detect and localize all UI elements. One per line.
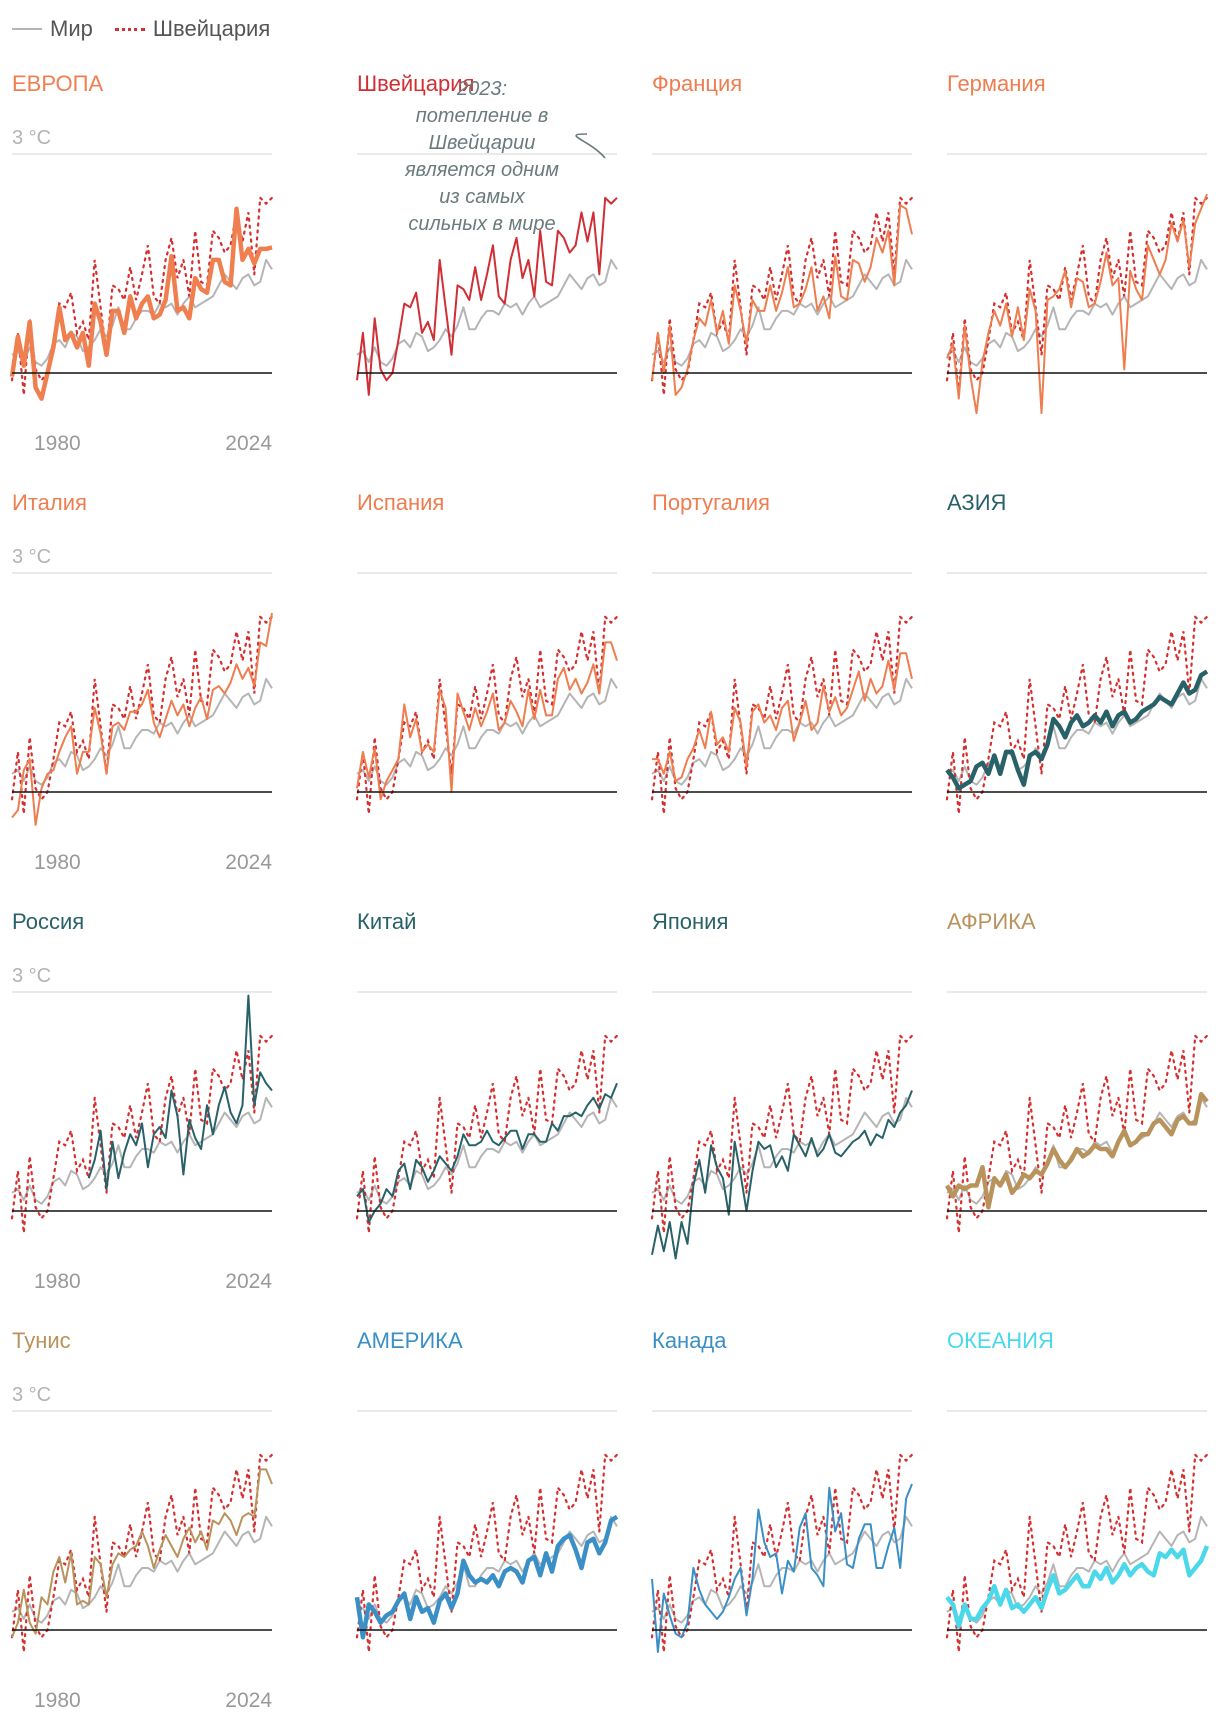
panel-8-title: Россия <box>12 909 84 934</box>
panel-5-series-world <box>356 677 618 786</box>
panel-0-x-label-end: 2024 <box>225 432 272 455</box>
panel-11-series-region <box>945 1091 1209 1210</box>
panel-2-series-world <box>651 258 913 367</box>
panel-0-series-region <box>9 206 273 401</box>
panel-8-x-label-end: 2024 <box>225 1270 272 1293</box>
panel-7-title: АЗИЯ <box>947 490 1006 515</box>
panel-9-series-world <box>356 1096 618 1205</box>
panel-12-x-label-start: 1980 <box>34 1689 81 1712</box>
legend-item-switzerland: Швейцария <box>114 16 271 42</box>
panel-15-series-switzerland <box>945 1452 1209 1653</box>
legend: Мир Швейцария <box>12 16 270 42</box>
panel-14-series-world <box>651 1515 913 1624</box>
panel-8-y-label: 3 °C <box>12 965 51 987</box>
panel-5-series-region <box>356 641 618 801</box>
panel-12-series-region <box>11 1468 273 1638</box>
panel-0-x-label-start: 1980 <box>34 432 81 455</box>
annotation-line-1: потепление в <box>416 105 549 127</box>
panel-10-title: Япония <box>652 909 728 934</box>
panel-3-series-switzerland <box>945 195 1209 396</box>
panel-6-title: Португалия <box>652 490 770 515</box>
panel-14-series-region <box>651 1483 913 1653</box>
panel-12-series-world <box>11 1515 273 1624</box>
annotation-line-0: 2023: <box>456 78 507 100</box>
panel-0-title: ЕВРОПА <box>12 71 103 96</box>
panel-8-series-switzerland <box>10 1033 274 1234</box>
panel-4-x-label-start: 1980 <box>34 851 81 874</box>
annotation-line-3: является одним <box>404 159 559 181</box>
panel-9-series-region <box>356 1082 618 1223</box>
annotation-line-4: из самых <box>439 186 526 208</box>
panel-12-title: Тунис <box>12 1328 71 1353</box>
panel-2-series-switzerland <box>650 195 914 396</box>
panel-4-series-world <box>11 677 273 786</box>
panel-0-y-label: 3 °C <box>12 127 51 149</box>
panel-4-series-switzerland <box>10 614 274 815</box>
panel-6-series-region <box>652 652 913 782</box>
panel-3-series-world <box>946 258 1208 367</box>
panel-15-title: ОКЕАНИЯ <box>947 1328 1054 1353</box>
panel-8-x-label-start: 1980 <box>34 1270 81 1293</box>
panel-12-y-label: 3 °C <box>12 1384 51 1406</box>
legend-label-switzerland: Швейцария <box>152 16 271 41</box>
panel-3-title: Германия <box>947 71 1046 96</box>
panel-1-title: Швейцария <box>357 71 474 96</box>
panel-14-title: Канада <box>652 1328 727 1353</box>
panel-10-series-region <box>651 1090 913 1260</box>
panel-13-series-region <box>354 1514 619 1640</box>
legend-swatch-world <box>12 28 42 30</box>
panel-4-x-label-end: 2024 <box>225 851 272 874</box>
panel-9-title: Китай <box>357 909 416 934</box>
panel-5-title: Испания <box>357 490 444 515</box>
legend-label-world: Мир <box>50 16 93 41</box>
panel-2-series-region <box>651 204 913 396</box>
panel-4-y-label: 3 °C <box>12 546 51 568</box>
panel-14-series-switzerland <box>650 1452 914 1653</box>
panel-12-series-switzerland <box>10 1452 274 1653</box>
panel-3-series-region <box>946 193 1208 415</box>
panel-4-series-region <box>11 612 273 826</box>
panel-8-series-world <box>11 1096 273 1205</box>
panel-6-series-switzerland <box>650 614 914 815</box>
panel-6-series-world <box>651 677 913 786</box>
panel-9-series-switzerland <box>355 1033 619 1234</box>
legend-item-world: Мир <box>12 16 93 42</box>
panel-13-title: АМЕРИКА <box>357 1328 463 1353</box>
panel-13-series-switzerland <box>355 1452 619 1653</box>
panel-11-series-switzerland <box>945 1033 1209 1234</box>
annotation-line-5: сильных в мире <box>408 213 555 235</box>
panel-1-series-region <box>356 196 618 396</box>
panel-5-series-switzerland <box>355 614 619 815</box>
panel-8-series-region <box>87 994 273 1191</box>
panel-12-x-label-end: 2024 <box>225 1689 272 1712</box>
panel-1-series-world <box>356 258 618 367</box>
annotation-leader-line <box>575 133 606 159</box>
panel-7-series-region <box>945 669 1209 791</box>
panel-15-series-region <box>945 1545 1210 1629</box>
panel-0-series-switzerland <box>10 195 274 396</box>
annotation-line-2: Швейцарии <box>429 132 536 154</box>
panel-10-series-world <box>651 1096 913 1205</box>
panel-7-series-switzerland <box>945 614 1209 815</box>
panel-11-title: АФРИКА <box>947 909 1036 934</box>
panel-10-series-switzerland <box>650 1033 914 1234</box>
legend-swatch-switzerland <box>114 27 145 31</box>
panel-4-title: Италия <box>12 490 87 515</box>
panel-2-title: Франция <box>652 71 742 96</box>
